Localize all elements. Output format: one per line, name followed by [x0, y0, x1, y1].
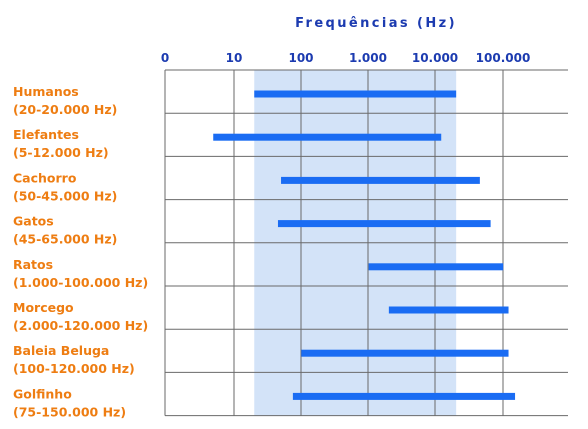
category-name: Ratos — [13, 257, 53, 272]
range-bar — [301, 349, 509, 357]
range-bar — [281, 176, 480, 184]
x-tick-label: 10.000 — [412, 51, 458, 65]
range-bar — [388, 306, 509, 314]
category-name: Elefantes — [13, 127, 79, 142]
x-tick-label: 100 — [288, 51, 313, 65]
category-name: Gatos — [13, 214, 54, 229]
category-range: (2.000-120.000 Hz) — [13, 318, 148, 333]
range-bar — [254, 90, 457, 98]
category-range: (5-12.000 Hz) — [13, 145, 109, 160]
category-range: (20-20.000 Hz) — [13, 102, 117, 117]
range-bar — [368, 263, 504, 271]
range-bar — [292, 392, 516, 400]
x-tick-label: 0 — [161, 51, 169, 65]
range-bar — [213, 133, 442, 141]
x-tick-label: 100.000 — [476, 51, 531, 65]
category-range: (50-45.000 Hz) — [13, 188, 117, 203]
category-range: (75-150.000 Hz) — [13, 404, 126, 419]
category-name: Humanos — [13, 84, 79, 99]
category-name: Cachorro — [13, 170, 77, 185]
chart-title: Frequências (Hz) — [295, 16, 457, 31]
category-name: Morcego — [13, 300, 74, 315]
category-range: (45-65.000 Hz) — [13, 232, 117, 247]
category-name: Golfinho — [13, 386, 72, 401]
x-tick-label: 10 — [226, 51, 243, 65]
category-range: (100-120.000 Hz) — [13, 361, 135, 376]
category-name: Baleia Beluga — [13, 343, 109, 358]
x-tick-label: 1.000 — [349, 51, 387, 65]
category-range: (1.000-100.000 Hz) — [13, 275, 148, 290]
range-bar — [277, 220, 491, 228]
